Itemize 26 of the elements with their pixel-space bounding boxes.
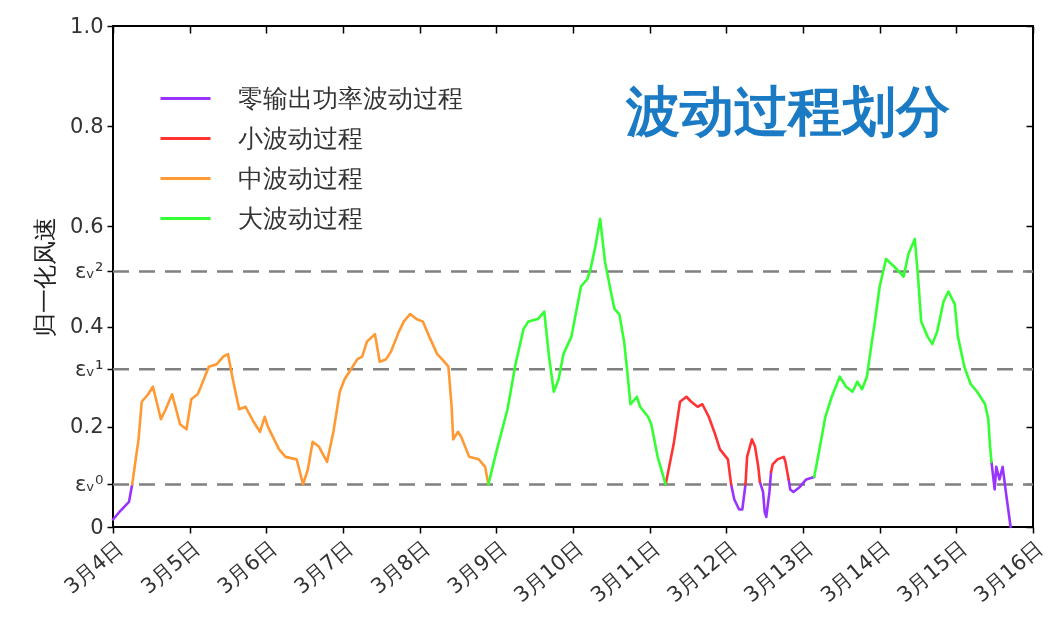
y-tick-label: 0.8 — [70, 113, 104, 138]
x-tick-label: 3月11日 — [585, 535, 665, 608]
x-tick-label: 3月7日 — [289, 535, 358, 599]
x-tick-label: 3月16日 — [969, 535, 1048, 608]
legend-label: 中波动过程 — [238, 163, 363, 193]
x-tick-label: 3月13日 — [739, 535, 818, 608]
x-tick-label: 3月8日 — [366, 535, 435, 599]
x-tick-label: 3月14日 — [815, 535, 895, 608]
text: 波动过程划分 — [625, 79, 951, 143]
y-tick-label: εᵥ² — [74, 258, 104, 283]
x-tick-label: 3月15日 — [892, 535, 971, 608]
legend-label: 大波动过程 — [238, 203, 363, 233]
x-tick-label: 3月5日 — [136, 535, 205, 599]
y-tick-label: 0.2 — [70, 414, 104, 439]
y-tick-label: 1.0 — [70, 13, 104, 38]
x-tick-label: 3月12日 — [662, 535, 741, 608]
x-tick-label: 3月10日 — [509, 535, 588, 608]
y-tick-label: εᵥ¹ — [74, 356, 104, 381]
y-axis-title: 归一化风速 — [31, 217, 60, 337]
y-tick-label: 0.4 — [70, 314, 104, 339]
y-tick-label: 0.6 — [70, 213, 104, 238]
legend-label: 小波动过程 — [238, 123, 363, 153]
y-tick-label: εᵥ⁰ — [74, 471, 104, 496]
x-tick-label: 3月6日 — [212, 535, 281, 599]
legend-label: 零输出功率波动过程 — [238, 83, 463, 113]
x-tick-label: 3月9日 — [442, 535, 511, 599]
